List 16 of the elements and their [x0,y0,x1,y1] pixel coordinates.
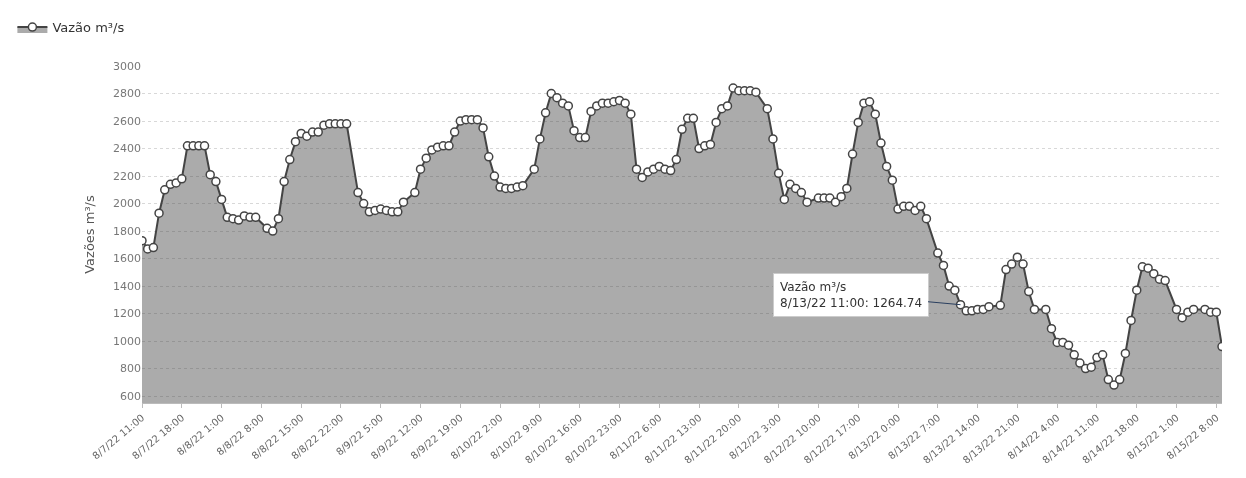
y-tick-label: 1400 [113,279,141,293]
y-tick-label: 1600 [113,252,141,266]
y-tick-label: 1000 [113,334,141,348]
annotation: Vazão m³/s 8/13/22 11:00: 1264.74 [780,280,923,310]
y-tick-label: 2800 [113,87,141,101]
y-axis-title: Vazões m³/s [81,195,97,274]
y-tick-label: 800 [120,362,141,376]
y-tick-label: 2200 [113,169,141,183]
y-tick-label: 2400 [113,142,141,156]
y-tick-label: 3000 [113,59,141,73]
y-tick-label: 1800 [113,224,141,238]
y-tick-label: 600 [120,389,141,403]
legend-label: Vazão m³/s [52,20,125,36]
y-tick-label: 1200 [113,307,141,321]
y-tick-label: 2000 [113,197,141,211]
y-tick-label: 2600 [113,114,141,128]
